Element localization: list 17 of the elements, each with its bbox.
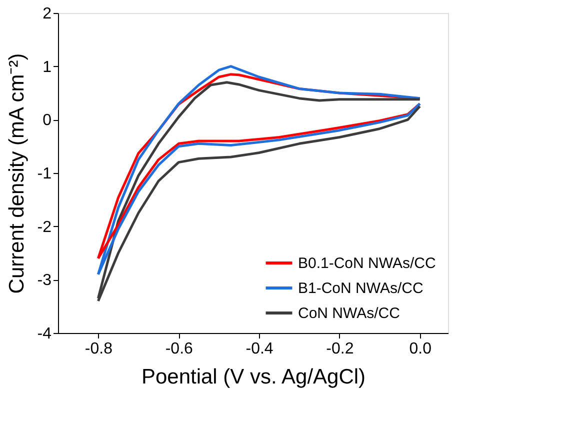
y-tick-label: 0 [42,112,52,130]
y-tick-label: -4 [37,326,52,342]
x-axis-title: Poential (V vs. Ag/AgCl) [141,366,366,388]
x-tick-label: -0.8 [84,340,113,358]
y-axis-title: Current density (mA cm⁻²) [5,53,28,294]
x-tick-label: 0.0 [409,340,432,358]
y-tick-label: 1 [42,58,52,76]
y-tick-label: -2 [37,218,52,236]
legend-label: B1-CoN NWAs/CC [298,280,424,297]
legend-label: B0.1-CoN NWAs/CC [298,255,436,272]
legend-label: CoN NWAs/CC [298,305,400,322]
x-tick-label: -0.4 [246,340,274,358]
y-tick-label: 2 [42,6,52,22]
x-tick-label: -0.6 [165,340,193,358]
y-tick-label: -1 [37,166,52,182]
y-tick-label: -3 [37,272,52,290]
x-tick-label: -0.2 [326,340,354,358]
